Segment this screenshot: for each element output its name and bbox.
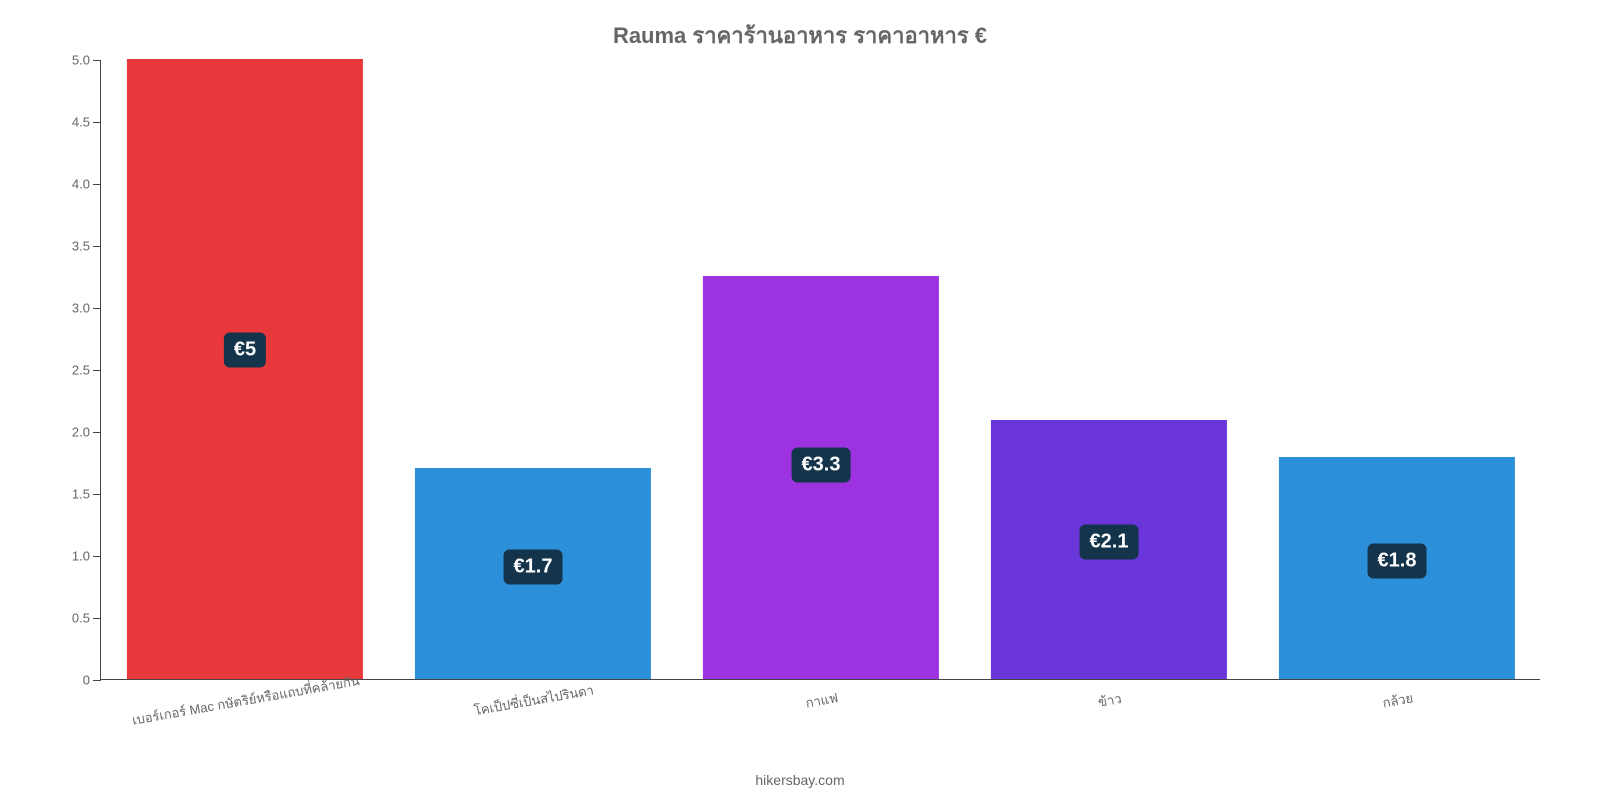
x-axis-label: โคเป็ปซี่เป็นสไปรินดา bbox=[472, 679, 595, 721]
y-tick-label: 2.0 bbox=[50, 425, 90, 440]
x-axis-label: ข้าว bbox=[1096, 688, 1123, 713]
y-tick-label: 4.5 bbox=[50, 115, 90, 130]
y-tick bbox=[93, 184, 101, 185]
y-tick bbox=[93, 60, 101, 61]
bar-value-label: €1.7 bbox=[504, 550, 563, 585]
x-axis-label: กล้วย bbox=[1381, 687, 1415, 713]
y-tick-label: 3.0 bbox=[50, 301, 90, 316]
bar-slot: €1.7 bbox=[389, 59, 677, 679]
bar-slot: €5 bbox=[101, 59, 389, 679]
y-tick bbox=[93, 246, 101, 247]
bars-layer: €5 €1.7 €3.3 €2.1 €1.8 bbox=[101, 60, 1540, 679]
bar-value-label: €2.1 bbox=[1080, 524, 1139, 559]
y-tick-label: 3.5 bbox=[50, 239, 90, 254]
bar bbox=[127, 59, 363, 679]
y-tick-label: 4.0 bbox=[50, 177, 90, 192]
y-tick bbox=[93, 556, 101, 557]
y-tick bbox=[93, 122, 101, 123]
y-tick-label: 1.0 bbox=[50, 549, 90, 564]
y-tick-label: 1.5 bbox=[50, 487, 90, 502]
y-tick-label: 0 bbox=[50, 673, 90, 688]
plot-area: €5 €1.7 €3.3 €2.1 €1.8 bbox=[100, 60, 1540, 680]
bar-value-label: €1.8 bbox=[1368, 544, 1427, 579]
y-tick bbox=[93, 680, 101, 681]
y-tick bbox=[93, 308, 101, 309]
y-tick-label: 5.0 bbox=[50, 53, 90, 68]
bar-slot: €2.1 bbox=[965, 59, 1253, 679]
attribution-text: hikersbay.com bbox=[0, 772, 1600, 788]
chart-title: Rauma ราคาร้านอาหาร ราคาอาหาร € bbox=[0, 18, 1600, 53]
y-tick bbox=[93, 370, 101, 371]
bar-value-label: €3.3 bbox=[792, 448, 851, 483]
y-tick bbox=[93, 494, 101, 495]
y-tick bbox=[93, 618, 101, 619]
chart-container: Rauma ราคาร้านอาหาร ราคาอาหาร € €5 €1.7 €3… bbox=[0, 0, 1600, 800]
y-tick-label: 0.5 bbox=[50, 611, 90, 626]
bar-value-label: €5 bbox=[224, 333, 266, 368]
y-tick bbox=[93, 432, 101, 433]
bar-slot: €3.3 bbox=[677, 59, 965, 679]
y-tick-label: 2.5 bbox=[50, 363, 90, 378]
bar-slot: €1.8 bbox=[1253, 59, 1541, 679]
x-axis-label: กาแฟ bbox=[804, 687, 840, 713]
